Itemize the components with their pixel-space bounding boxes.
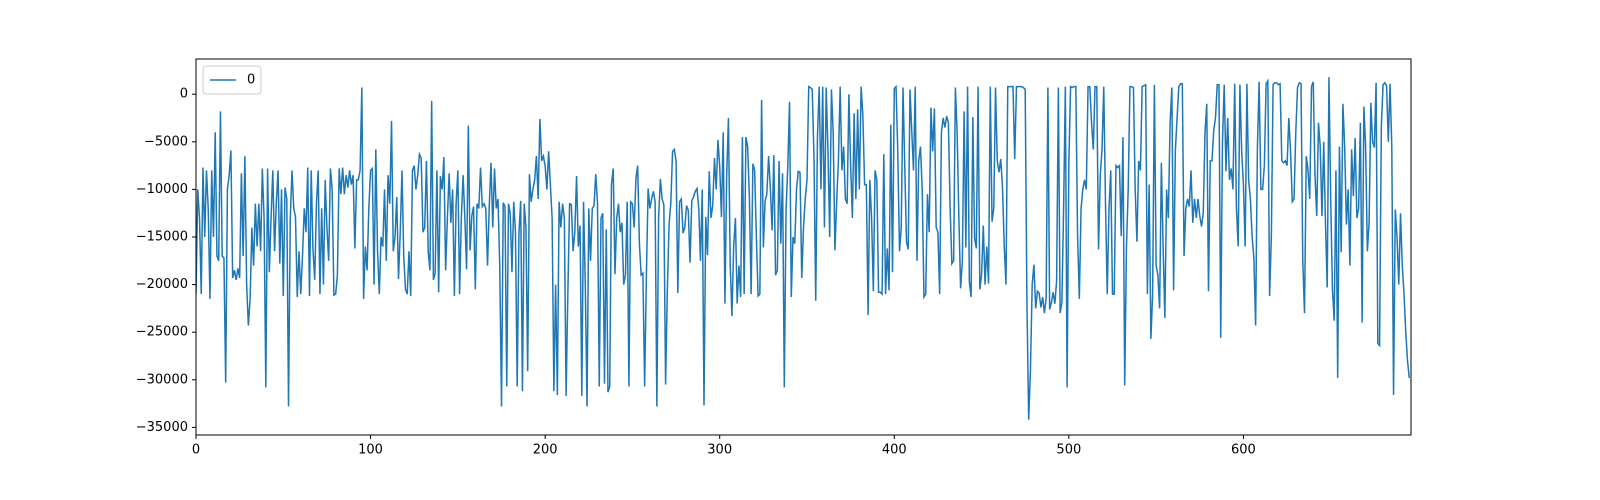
legend-label: 0: [247, 73, 255, 88]
axes-frame: [195, 58, 1412, 436]
line-series: [196, 77, 1410, 420]
y-tick-label: −5000: [144, 134, 188, 149]
y-tick-label: −15000: [136, 230, 188, 245]
x-tick-label: 500: [1056, 443, 1081, 458]
y-tick-label: −30000: [136, 372, 188, 387]
y-tick-label: 0: [180, 87, 188, 102]
x-tick-label: 100: [358, 443, 383, 458]
x-tick-label: 600: [1231, 443, 1256, 458]
x-tick-label: 300: [707, 443, 732, 458]
y-tick-label: −25000: [136, 325, 188, 340]
x-tick-label: 400: [882, 443, 907, 458]
y-tick-label: −10000: [136, 182, 188, 197]
y-tick-label: −35000: [136, 420, 188, 435]
x-tick-label: 200: [533, 443, 558, 458]
x-tick-label: 0: [192, 443, 200, 458]
y-tick-label: −20000: [136, 277, 188, 292]
